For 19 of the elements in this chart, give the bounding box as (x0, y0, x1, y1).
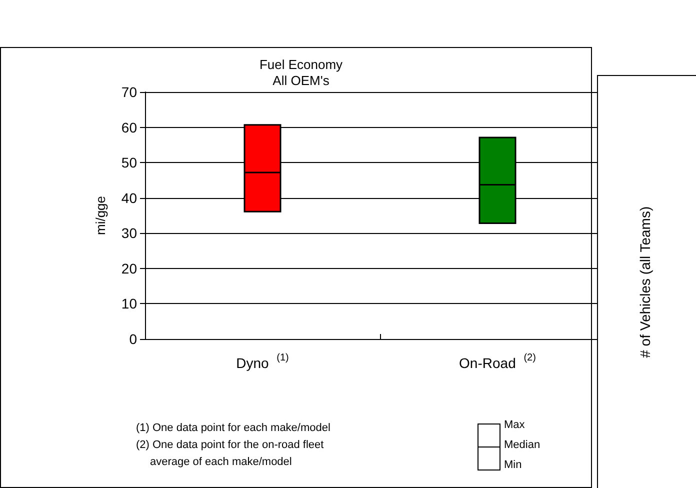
y-axis-title: mi/gge (93, 196, 108, 236)
chart-subtitle: All OEM's (272, 73, 330, 88)
y-tick-label: 60 (121, 119, 138, 136)
chart-title: Fuel Economy (259, 57, 344, 72)
y-tick-label: 50 (121, 154, 138, 171)
y-tick-label: 70 (121, 84, 138, 100)
y-tick-label: 10 (121, 296, 138, 312)
x-tick-label: Dyno (1) (236, 352, 289, 371)
y-tick-label: 40 (121, 190, 138, 206)
text: # of Vehicles (all Teams) (637, 206, 653, 358)
y-tick-label: 0 (129, 331, 138, 347)
y-tick-label: 20 (121, 260, 138, 276)
y-tick-label: 30 (121, 225, 138, 242)
x-tick-label: On-Road (2) (459, 352, 536, 371)
text: (1) One data point for each make/model (136, 421, 332, 436)
text: Max (504, 418, 525, 433)
text: (2) One data point for the on-road fleet average of each make/model (136, 438, 325, 470)
text: Median (504, 438, 540, 453)
text: Min (504, 458, 522, 473)
